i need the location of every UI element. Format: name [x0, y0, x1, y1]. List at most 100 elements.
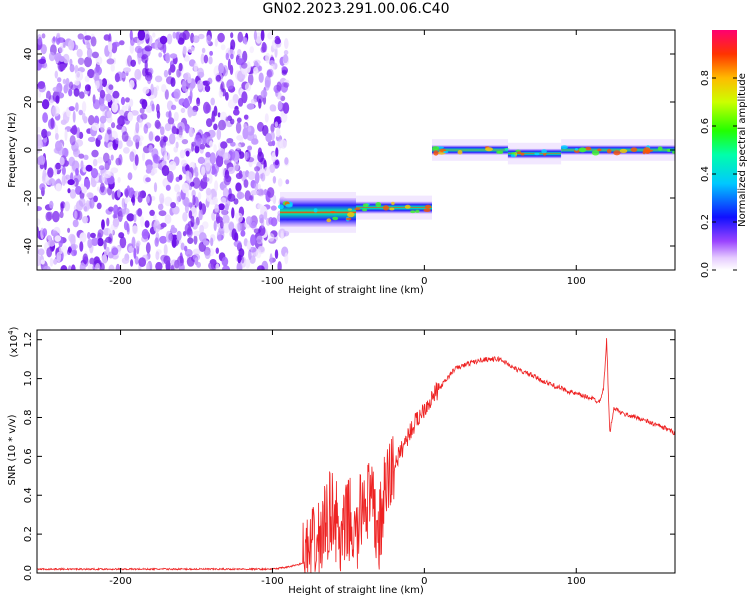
noise-blob	[234, 232, 239, 242]
noise-blob	[181, 80, 187, 92]
noise-blob	[127, 111, 133, 122]
noise-blob	[272, 176, 277, 184]
noise-blob	[64, 201, 71, 212]
noise-blob	[57, 146, 65, 156]
noise-blob	[86, 42, 91, 50]
noise-blob	[169, 53, 178, 59]
noise-blob	[134, 68, 142, 80]
noise-blob	[247, 145, 253, 151]
noise-blob	[105, 236, 112, 243]
noise-blob	[237, 254, 243, 261]
noise-blob	[276, 91, 282, 100]
noise-blob	[163, 244, 168, 256]
noise-blob	[263, 188, 268, 196]
noise-blob	[121, 131, 129, 142]
noise-blob	[110, 154, 114, 161]
noise-blob	[172, 31, 176, 39]
noise-blob	[284, 157, 289, 165]
top-x-axis-label: Height of straight line (km)	[288, 285, 424, 296]
noise-blob	[38, 155, 46, 166]
noise-blob	[91, 122, 100, 131]
bottom-y-tick-label: 0.2	[23, 526, 34, 542]
noise-blob	[43, 265, 51, 270]
top-y-ticks: -40 -20 0 20 40	[23, 48, 675, 254]
noise-blob	[283, 50, 289, 55]
noise-blob	[210, 97, 215, 106]
noise-blob	[75, 102, 79, 112]
noise-blob	[84, 35, 92, 41]
noise-blob	[282, 102, 290, 114]
noise-blob	[153, 220, 161, 233]
noise-blob	[130, 59, 136, 67]
noise-blob	[161, 84, 167, 93]
noise-blob	[198, 208, 203, 221]
noise-blob	[282, 230, 290, 237]
noise-blob	[209, 140, 214, 148]
noise-blob	[243, 37, 248, 45]
noise-blob	[267, 32, 274, 40]
bottom-y-tick-label: 1.2	[23, 332, 34, 348]
band-spot	[362, 208, 368, 212]
noise-blob	[187, 46, 195, 54]
noise-blob	[277, 100, 283, 111]
noise-blob	[179, 149, 185, 159]
noise-blob	[251, 155, 258, 165]
noise-blob	[106, 58, 115, 65]
noise-blob	[107, 129, 112, 135]
noise-blob	[269, 104, 276, 112]
noise-blob	[275, 147, 279, 158]
noise-blob	[101, 254, 108, 265]
noise-blob	[125, 103, 130, 110]
noise-blob	[140, 215, 145, 228]
noise-blob	[69, 81, 74, 90]
noise-blob	[274, 249, 279, 259]
noise-blob	[82, 216, 89, 224]
noise-blob	[104, 132, 109, 143]
noise-blob	[68, 88, 73, 97]
noise-blob	[159, 35, 168, 45]
noise-blob	[258, 98, 262, 109]
noise-blob	[268, 233, 275, 242]
noise-blob	[211, 163, 215, 169]
noise-blob	[266, 68, 274, 78]
noise-blob	[198, 183, 205, 192]
noise-blob	[97, 134, 103, 141]
bottom-y-scale-label: (x104)	[7, 326, 20, 357]
noise-blob	[203, 54, 209, 64]
noise-blob	[156, 110, 161, 119]
noise-blob	[84, 75, 90, 83]
noise-blob	[152, 32, 156, 38]
noise-blob	[150, 83, 154, 96]
noise-blob	[90, 232, 96, 238]
noise-blob	[218, 203, 225, 211]
noise-blob	[184, 245, 188, 252]
bottom-y-ticks: 0.0 0.2 0.4 0.6 0.8 1.0 1.2	[23, 332, 675, 581]
band-spot	[457, 150, 463, 155]
noise-blob	[87, 68, 95, 79]
noise-blob	[191, 143, 195, 152]
noise-blob	[115, 157, 121, 166]
band-spot	[345, 217, 352, 221]
noise-blob	[209, 259, 217, 265]
noise-blob	[256, 265, 265, 270]
noise-blob	[201, 47, 206, 54]
noise-blob	[40, 44, 47, 55]
band-1	[280, 198, 356, 227]
noise-blob	[153, 168, 158, 174]
noise-blob	[121, 257, 130, 265]
noise-blob	[221, 167, 225, 178]
noise-blob	[129, 79, 135, 89]
noise-blob	[136, 240, 141, 247]
noise-blob	[226, 79, 234, 90]
noise-blob	[276, 81, 282, 92]
noise-blob	[67, 188, 71, 194]
noise-blob	[230, 32, 234, 39]
noise-blob	[94, 115, 100, 126]
noise-blob	[67, 227, 71, 233]
noise-blob	[185, 164, 190, 172]
noise-blob	[73, 173, 82, 183]
noise-blob	[246, 131, 255, 141]
noise-blob	[131, 236, 136, 249]
noise-blob	[147, 76, 152, 85]
noise-blob	[187, 105, 193, 118]
